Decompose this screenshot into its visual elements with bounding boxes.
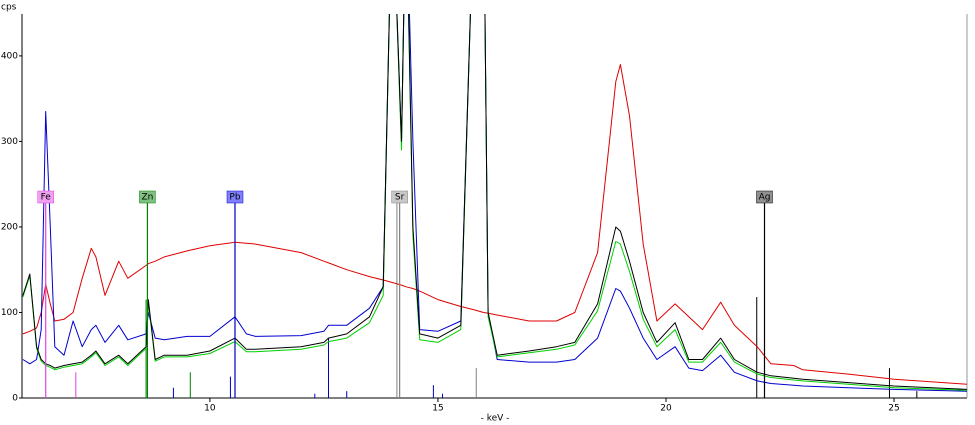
x-tick-label: 20 xyxy=(660,404,672,414)
y-tick-label: 200 xyxy=(1,222,18,232)
element-marker: Zn xyxy=(139,190,156,204)
y-tick-label: 100 xyxy=(1,308,18,318)
x-tick-label: 25 xyxy=(888,404,899,414)
element-label-box xyxy=(139,190,156,204)
spectrum-line xyxy=(22,14,967,392)
element-label-box xyxy=(37,190,54,204)
x-tick-label: 15 xyxy=(432,404,443,414)
element-marker: Pb xyxy=(226,190,244,204)
y-tick-label: 0 xyxy=(12,394,18,404)
x-tick-label: 10 xyxy=(204,404,216,414)
x-axis-label: - keV - xyxy=(481,414,510,424)
spectrum-line xyxy=(22,64,967,385)
plot-area xyxy=(22,14,967,398)
element-label: Zn xyxy=(141,193,153,203)
spectrum-line xyxy=(22,14,967,391)
element-label: Fe xyxy=(41,193,52,203)
y-unit: cps xyxy=(1,3,17,13)
element-label: Sr xyxy=(395,193,405,203)
spectrum-line xyxy=(22,14,967,390)
element-label: Pb xyxy=(229,193,240,203)
element-marker: Ag xyxy=(756,190,773,204)
element-marker: Fe xyxy=(37,190,54,204)
y-tick-label: 300 xyxy=(1,137,18,147)
element-label-box xyxy=(756,190,773,204)
element-label-box xyxy=(391,190,408,204)
element-label-box xyxy=(226,190,244,204)
y-tick-label: 400 xyxy=(1,51,18,61)
element-marker: Sr xyxy=(391,190,408,204)
element-label: Ag xyxy=(759,193,771,203)
